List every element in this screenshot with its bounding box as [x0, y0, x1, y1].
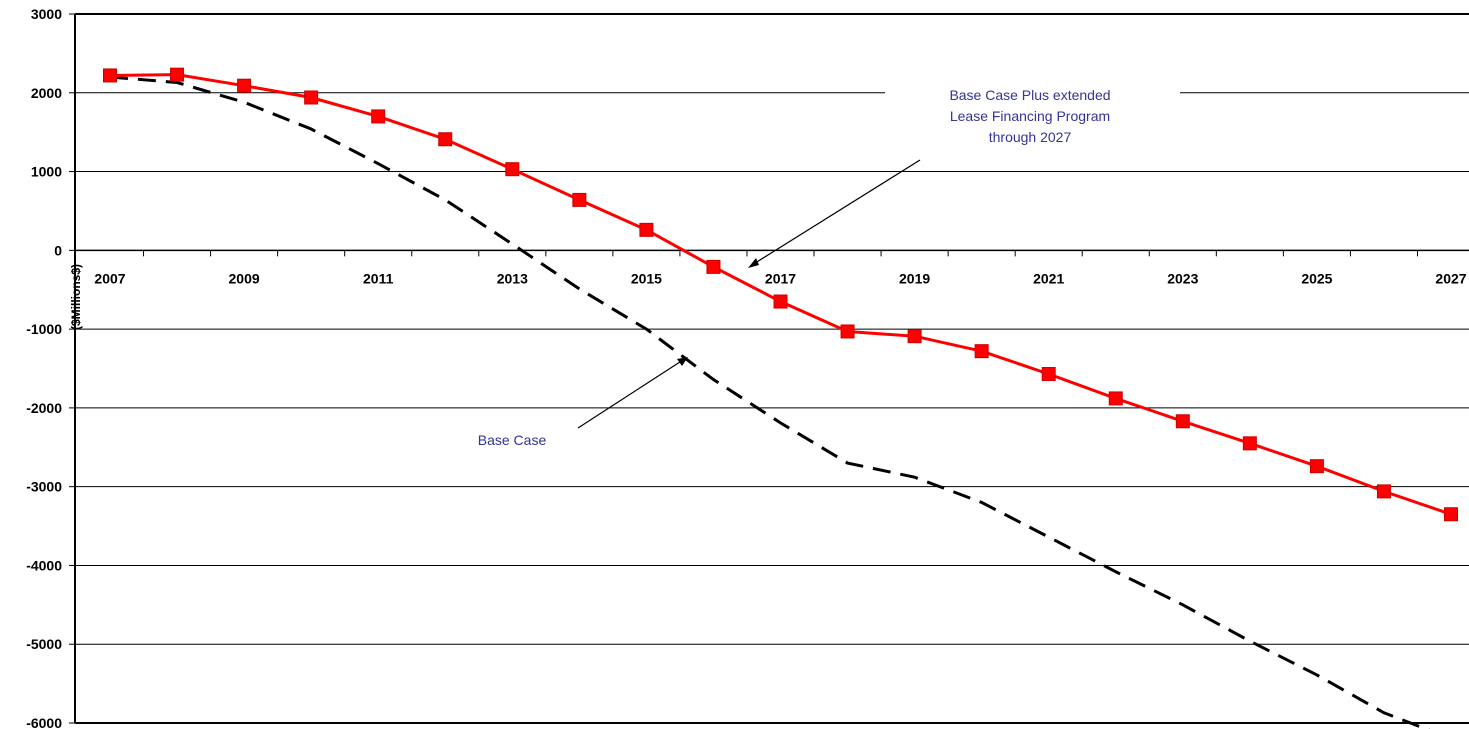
arrowhead — [748, 258, 759, 268]
data-point-marker — [170, 67, 185, 82]
data-point-marker — [103, 68, 117, 83]
gridlines — [75, 92, 1469, 645]
annotations: Base Case Plus extended Lease Financing P… — [478, 80, 1180, 448]
series-line-base-case — [109, 75, 1430, 729]
data-point-marker — [438, 132, 453, 147]
data-point-marker — [1242, 436, 1257, 451]
data-point-marker — [572, 192, 587, 207]
series-base-case-plus — [103, 67, 1458, 522]
y-tick-label: -5000 — [26, 636, 62, 652]
x-tick-label: 2025 — [1301, 270, 1332, 286]
x-tick-label: 2013 — [497, 270, 528, 286]
y-axis-label: ($Millions$) — [69, 264, 83, 330]
y-tick-label: -1000 — [26, 321, 62, 337]
x-tick-label: 2021 — [1033, 270, 1064, 286]
data-point-marker — [907, 329, 922, 344]
arrowhead — [677, 357, 688, 366]
data-point-marker — [974, 344, 989, 359]
x-tick-label: 2015 — [631, 270, 662, 286]
y-tick-label: 1000 — [31, 164, 62, 180]
y-tick-label: -6000 — [26, 715, 62, 729]
data-point-marker — [773, 294, 788, 309]
data-point-marker — [371, 109, 386, 124]
data-point-marker — [639, 222, 654, 237]
y-tick-label: -2000 — [26, 400, 62, 416]
y-axis-tick-labels: 3000 2000 1000 0 -1000 -2000 -3000 -4000 -5000 -6… — [26, 6, 62, 729]
y-tick-label: 2000 — [31, 85, 62, 101]
y-tick-label: 0 — [54, 242, 62, 258]
data-point-marker — [505, 162, 520, 177]
y-tick-label: 3000 — [31, 6, 62, 22]
axes — [69, 13, 1469, 724]
x-tick-label: 2019 — [899, 270, 930, 286]
data-point-marker — [840, 324, 855, 339]
x-tick-label: 2023 — [1167, 270, 1198, 286]
x-tick-label: 2011 — [363, 270, 394, 286]
annotation-arrow-base-case — [577, 359, 684, 429]
data-point-marker — [706, 259, 721, 274]
y-tick-label: -3000 — [26, 479, 62, 495]
data-point-marker — [1041, 367, 1056, 382]
annotation-arrow-base-case-plus — [751, 159, 921, 266]
annotation-text-base-case: Base Case — [478, 432, 547, 448]
annotation-text-base-case-plus: Base Case Plus extended — [949, 87, 1110, 103]
x-tick-label: 2007 — [94, 270, 125, 286]
annotation-backdrop — [885, 80, 1180, 108]
data-point-marker — [1376, 484, 1391, 499]
data-point-marker — [304, 90, 319, 105]
data-point-marker — [1108, 391, 1123, 406]
data-point-marker — [1309, 459, 1324, 474]
series-base-case — [109, 75, 1430, 729]
annotation-text-base-case-plus: Lease Financing Program — [950, 108, 1110, 124]
y-tick-label: -4000 — [26, 557, 62, 573]
x-tick-label: 2009 — [229, 270, 260, 286]
x-axis-tick-labels: 2007 2009 2011 2013 2015 2017 2019 2021 2023 2025… — [94, 270, 1466, 286]
data-point-marker — [1175, 414, 1190, 429]
annotation-text-base-case-plus: through 2027 — [989, 129, 1072, 145]
x-tick-label: 2017 — [765, 270, 796, 286]
data-point-marker — [237, 78, 252, 93]
x-tick-label: 2027 — [1435, 270, 1466, 286]
data-point-marker — [1444, 507, 1458, 522]
